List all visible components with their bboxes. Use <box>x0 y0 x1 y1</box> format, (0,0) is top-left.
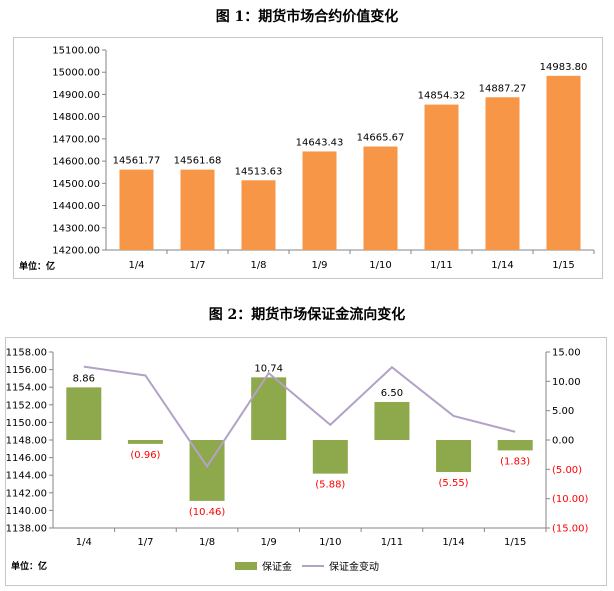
chart2-value-label: 8.86 <box>73 373 95 384</box>
chart2-left-tick-label: 1154.00 <box>6 383 47 394</box>
chart2-x-tick-label: 1/14 <box>442 537 464 548</box>
chart1-y-tick-label: 14900.00 <box>52 90 100 101</box>
chart1-x-tick-label: 1/10 <box>369 260 391 271</box>
chart1-x-tick-label: 1/4 <box>128 260 144 271</box>
chart1-value-label: 14643.43 <box>296 137 344 148</box>
chart2-x-tick-label: 1/7 <box>137 537 153 548</box>
chart1-x-tick-label: 1/11 <box>430 260 452 271</box>
chart1-value-label: 14665.67 <box>357 133 405 144</box>
chart1-x-tick-label: 1/9 <box>311 260 327 271</box>
chart2-left-tick-label: 1146.00 <box>6 453 47 464</box>
chart2-left-tick-label: 1148.00 <box>6 436 47 447</box>
chart1-plot: 14200.00 14300.00 14400.00 14500.00 14600.00… <box>19 46 595 272</box>
chart1-y-tick-label: 14500.00 <box>52 179 100 190</box>
chart1-y-tick-label: 15000.00 <box>52 68 100 79</box>
chart2-x-tick-label: 1/8 <box>199 537 215 548</box>
chart1-x-tick-label: 1/15 <box>552 260 574 271</box>
chart2-x-tick-label: 1/11 <box>381 537 403 548</box>
chart2-left-tick-label: 1142.00 <box>6 488 47 499</box>
chart2-value-label: (1.83) <box>500 456 530 467</box>
chart1-value-label: 14513.63 <box>235 166 283 177</box>
chart1-x-tick-label: 1/8 <box>250 260 266 271</box>
chart2-left-tick-label: 1138.00 <box>6 524 47 535</box>
chart1-value-label: 14854.32 <box>418 91 466 102</box>
chart1-x-tick-label: 1/7 <box>189 260 205 271</box>
chart2-right-tick-label: 5.00 <box>552 406 574 417</box>
chart2-value-label: (10.46) <box>189 507 226 518</box>
chart2-legend-label-margin: 保证金 <box>262 560 292 573</box>
chart2-margin-bar <box>497 440 533 451</box>
chart1-value-label: 14561.68 <box>174 156 222 167</box>
chart2-margin-bar <box>374 401 410 440</box>
chart2-value-label: 6.50 <box>381 388 403 399</box>
chart1-title: 图 1：期货市场合约价值变化 <box>215 9 399 25</box>
chart1-value-label: 14887.27 <box>479 83 527 94</box>
chart2-margin-bar <box>127 440 163 444</box>
chart2-x-tick-label: 1/10 <box>319 537 341 548</box>
chart2-unit-label: 单位：亿 <box>11 560 47 572</box>
chart2-title: 图 2：期货市场保证金流向变化 <box>208 307 406 323</box>
chart2-frame: 1138.00 1140.00 1142.00 1144.00 1146.00 1148.… <box>5 337 607 586</box>
chart2-value-label: (5.88) <box>315 480 345 491</box>
chart2-x-tick-label: 1/9 <box>261 537 277 548</box>
chart1-bar <box>485 97 520 250</box>
chart1-y-tick-label: 14400.00 <box>52 201 100 212</box>
chart2-x-tick-label: 1/15 <box>504 537 526 548</box>
chart2-left-tick-label: 1140.00 <box>6 506 47 517</box>
chart2-margin-bar <box>66 387 102 440</box>
chart1-frame: 14200.00 14300.00 14400.00 14500.00 14600.00… <box>13 37 603 279</box>
chart2-right-tick-label: (5.00) <box>552 465 582 476</box>
chart1-y-tick-label: 14600.00 <box>52 157 100 168</box>
chart1-bar <box>424 104 459 251</box>
chart1-bar <box>119 169 154 250</box>
chart2-left-tick-label: 1156.00 <box>6 365 47 376</box>
chart2-right-tick-label: (10.00) <box>552 494 589 505</box>
chart2-plot: 1138.00 1140.00 1142.00 1144.00 1146.00 1148.… <box>6 348 589 574</box>
chart2-left-tick-label: 1144.00 <box>6 471 47 482</box>
chart2-value-label: (5.55) <box>439 478 469 489</box>
chart1-y-tick-label: 14200.00 <box>52 246 100 257</box>
chart2-value-label: (0.96) <box>130 450 160 461</box>
chart2-margin-bar <box>312 440 348 474</box>
chart2-left-tick-label: 1150.00 <box>6 418 47 429</box>
chart2-right-tick-label: (15.00) <box>552 524 589 535</box>
chart1-x-tick-label: 1/14 <box>491 260 513 271</box>
chart1-bar <box>180 169 215 250</box>
chart2-right-tick-label: 10.00 <box>552 377 581 388</box>
chart1-y-tick-label: 14700.00 <box>52 134 100 145</box>
chart1-bar <box>241 180 276 250</box>
chart1-value-label: 14561.77 <box>113 156 161 167</box>
chart1-value-label: 14983.80 <box>540 62 588 73</box>
chart2-legend-swatch-margin <box>235 562 257 570</box>
chart1-unit-label: 单位：亿 <box>19 260 55 272</box>
chart1-bar <box>363 146 398 250</box>
chart1-y-tick-label: 14800.00 <box>52 112 100 123</box>
chart2-margin-bar <box>251 377 287 440</box>
chart2-right-tick-label: 15.00 <box>552 348 581 359</box>
chart2-x-tick-label: 1/4 <box>76 537 92 548</box>
chart1-bar <box>546 75 581 250</box>
chart2-value-label: 10.74 <box>254 363 283 374</box>
chart1-bar <box>302 151 337 250</box>
chart2-left-tick-label: 1158.00 <box>6 348 47 359</box>
chart2-margin-bar <box>436 440 472 473</box>
chart2-legend-label-change: 保证金变动 <box>329 560 379 573</box>
chart1-y-tick-label: 15100.00 <box>52 46 100 57</box>
chart2-right-tick-label: 0.00 <box>552 436 574 447</box>
chart2-left-tick-label: 1152.00 <box>6 400 47 411</box>
chart1-y-tick-label: 14300.00 <box>52 223 100 234</box>
chart2-change-line <box>83 365 516 469</box>
